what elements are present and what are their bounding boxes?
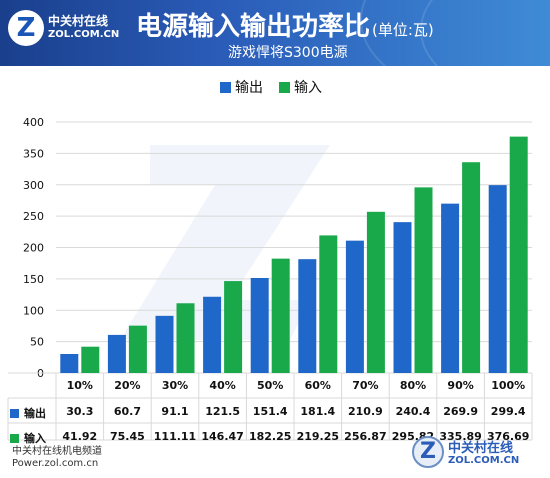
y-tick-label: 50 [30,336,44,349]
x-tick-label: 90% [447,379,473,392]
footer-channel: 中关村在线机电频道 [12,446,102,457]
bar-input [319,235,338,373]
zol-watermark-icon: Z [412,436,444,468]
x-tick-label: 100% [491,379,525,392]
y-tick-label: 350 [23,147,44,160]
watermark-text-en: ZOL.COM.CN [448,455,520,466]
bar-input [81,346,100,373]
zol-watermark: Z 中关村在线 ZOL.COM.CN [412,434,542,474]
bar-output [441,203,460,373]
table-cell-output: 210.9 [348,405,383,418]
chart-subtitle: 游戏悍将S300电源 [228,45,348,61]
x-tick-label: 70% [352,379,378,392]
legend-swatch-input [279,81,290,93]
table-cell-output: 121.5 [205,405,240,418]
footer-url: Power.zol.com.cn [12,458,99,469]
plot-watermark-shape [120,145,330,340]
bar-input [366,211,385,373]
chart-title-text: 电源输入输出功率比 [136,12,371,42]
bar-input [224,281,243,373]
table-label-output: 输出 [24,407,46,420]
table-swatch-input [10,433,19,443]
table-cell-output: 240.4 [396,405,431,418]
table-cell-output: 30.3 [66,405,93,418]
bar-output [488,185,507,373]
x-tick-label: 60% [305,379,331,392]
table-cell-output: 181.4 [300,405,335,418]
table-cell-input: 75.45 [110,430,145,443]
bar-input [414,187,433,373]
table-cell-input: 256.87 [344,430,386,443]
table-cell-input: 111.11 [154,430,196,443]
table-row-label-output: 输出 [10,405,46,421]
bar-output [393,222,412,373]
legend-label-input: 输入 [294,80,322,96]
bar-input [509,136,528,373]
table-cell-output: 299.4 [491,405,526,418]
x-tick-label: 10% [67,379,93,392]
y-tick-label: 200 [23,242,44,255]
table-cell-output: 269.9 [443,405,478,418]
x-tick-label: 20% [114,379,140,392]
bar-output [345,240,364,373]
table-cell-input: 376.69 [487,430,529,443]
y-tick-label: 400 [23,116,44,129]
legend: 输出 输入 [220,78,338,96]
legend-label-output: 输出 [235,80,263,96]
logo-text-cn: 中关村在线 [48,14,109,28]
banner-decoration [360,0,550,66]
x-tick-label: 80% [400,379,426,392]
table-cell-output: 60.7 [114,405,141,418]
bar-output [60,353,79,373]
logo-text-en: ZOL.COM.CN [48,29,120,40]
watermark-text-cn: 中关村在线 [448,441,514,456]
bar-output [203,296,222,373]
chart-title-unit: (单位:瓦) [372,21,434,39]
table-label-input: 输入 [24,432,46,445]
bar-output [107,334,126,373]
bar-input [128,325,147,373]
table-cell-input: 219.25 [297,430,339,443]
table-cell-input: 335.89 [439,430,481,443]
legend-item-input: 输入 [279,77,322,97]
banner-decoration [420,0,550,66]
y-tick-label: 100 [23,304,44,317]
table-row-label-input: 输入 [10,430,46,446]
table-swatch-output [10,408,19,418]
y-tick-label: 150 [23,273,44,286]
chart-title: 电源输入输出功率比 (单位:瓦) [136,6,434,43]
legend-swatch-output [220,81,231,93]
bar-output [250,277,269,373]
table-cell-input: 146.47 [201,430,243,443]
zol-logo-icon: Z [8,10,44,46]
bar-output [155,315,174,373]
bar-input [271,258,290,373]
table-cell-output: 151.4 [253,405,288,418]
legend-item-output: 输出 [220,77,263,97]
zol-logo: Z 中关村在线 ZOL.COM.CN [8,8,120,48]
table-cell-input: 41.92 [62,430,97,443]
y-tick-label: 250 [23,210,44,223]
x-tick-label: 50% [257,379,283,392]
bar-input [462,162,481,373]
bar-input [176,303,195,373]
table-cell-output: 91.1 [161,405,188,418]
bar-output [298,259,317,373]
table-cell-input: 182.25 [249,430,291,443]
y-tick-label: 300 [23,179,44,192]
x-tick-label: 40% [209,379,235,392]
x-tick-label: 30% [162,379,188,392]
header-banner: Z 中关村在线 ZOL.COM.CN 电源输入输出功率比 (单位:瓦) 游戏悍将S… [0,0,550,66]
